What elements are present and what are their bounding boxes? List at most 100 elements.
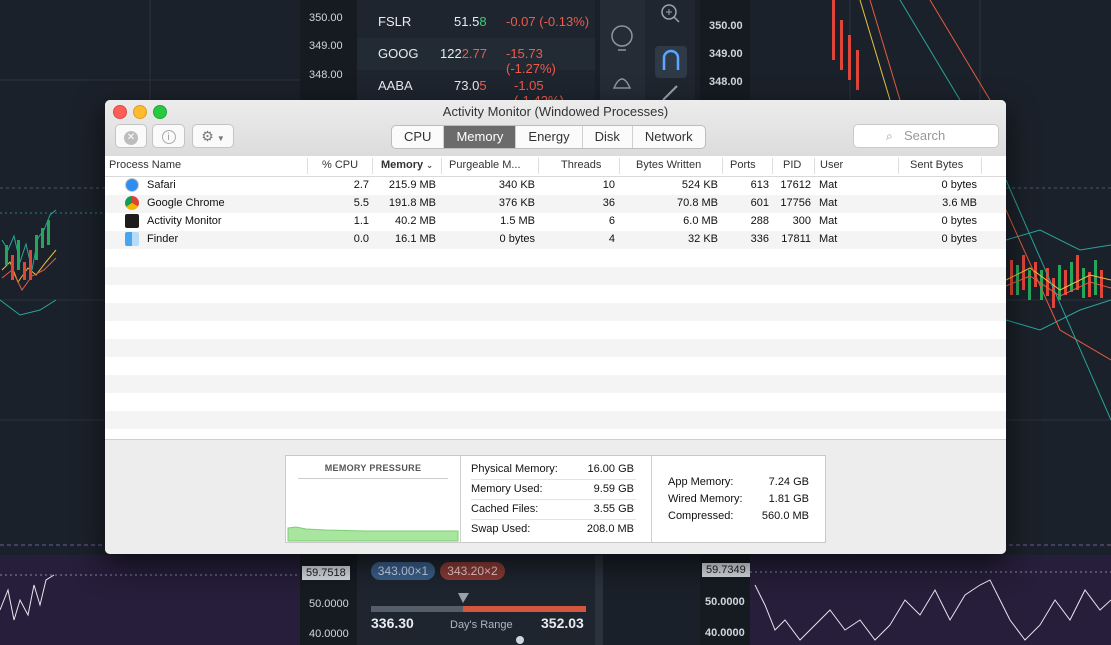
zoom-window-button[interactable] xyxy=(153,105,167,119)
lightbulb-icon[interactable] xyxy=(600,0,645,100)
right-price-348: 348.00 xyxy=(709,76,743,88)
empty-row xyxy=(105,249,1006,267)
column-memory-label: Memory xyxy=(381,159,424,171)
memory-pressure-label: MEMORY PRESSURE xyxy=(324,463,422,473)
safari-icon xyxy=(125,178,139,192)
cached-files-value: 3.55 GB xyxy=(593,503,634,515)
column-process-name[interactable]: Process Name xyxy=(109,159,182,171)
ticker-price-main: 122 xyxy=(440,46,462,61)
compressed-label: Compressed: xyxy=(668,510,734,522)
ticker-symbol: GOOG xyxy=(378,46,419,61)
search-field[interactable]: ⌕ Search xyxy=(853,124,999,148)
window-toolbar: Activity Monitor (Windowed Processes) ✕ … xyxy=(105,100,1006,157)
inspect-process-button[interactable]: i xyxy=(152,124,185,148)
column-threads[interactable]: Threads xyxy=(561,159,602,171)
tab-disk[interactable]: Disk xyxy=(583,126,633,148)
close-window-button[interactable] xyxy=(113,105,127,119)
process-ports: 336 xyxy=(750,233,769,245)
magnet-icon[interactable] xyxy=(655,46,687,78)
watchlist-row[interactable]: GOOG 1222.77 -15.73 (-1.27%) xyxy=(357,38,595,76)
ticker-price: 51.58 xyxy=(454,14,487,29)
chrome-icon xyxy=(125,196,139,210)
ticker-price: 1222.77 xyxy=(440,46,487,61)
process-name: Google Chrome xyxy=(147,197,225,209)
activity-monitor-window: Activity Monitor (Windowed Processes) ✕ … xyxy=(105,100,1006,554)
empty-row xyxy=(105,321,1006,339)
zoom-in-icon[interactable] xyxy=(661,4,680,23)
left-price-350: 350.00 xyxy=(309,12,343,24)
memory-used-value: 9.59 GB xyxy=(593,483,634,495)
process-sent-bytes: 0 bytes xyxy=(941,179,977,191)
process-name: Safari xyxy=(147,179,176,191)
tab-cpu[interactable]: CPU xyxy=(392,126,445,148)
process-memory: 215.9 MB xyxy=(388,179,436,191)
column-purgeable[interactable]: Purgeable M... xyxy=(449,159,521,171)
process-pid: 17811 xyxy=(781,233,811,245)
process-memory: 40.2 MB xyxy=(395,215,436,227)
empty-row xyxy=(105,339,1006,357)
watchlist-row[interactable]: AABA 73.05 -1.05 (-1.42%) xyxy=(357,70,595,108)
swap-used-value: 208.0 MB xyxy=(586,523,634,535)
ticker-symbol: AABA xyxy=(378,78,413,93)
process-purgeable: 376 KB xyxy=(498,197,535,209)
process-cpu: 5.5 xyxy=(353,197,369,209)
tab-network[interactable]: Network xyxy=(644,129,693,144)
process-name: Activity Monitor xyxy=(147,215,222,227)
process-threads: 4 xyxy=(608,233,615,245)
column-ports[interactable]: Ports xyxy=(730,159,756,171)
memory-pressure-box: MEMORY PRESSURE Physical Memory: 16.00 G… xyxy=(285,455,826,543)
process-memory: 16.1 MB xyxy=(395,233,436,245)
empty-row xyxy=(105,357,1006,375)
column-memory[interactable]: Memory ⌄ xyxy=(381,159,433,171)
process-user: Mat xyxy=(819,233,838,245)
process-sent-bytes: 0 bytes xyxy=(941,215,977,227)
process-name: Finder xyxy=(147,233,179,245)
left-price-348: 348.00 xyxy=(309,69,343,81)
quit-process-button[interactable]: ✕ xyxy=(115,124,147,148)
column-bytes-written[interactable]: Bytes Written xyxy=(636,159,702,171)
table-row[interactable]: Activity Monitor 1.1 40.2 MB 1.5 MB 6 6.… xyxy=(105,213,1006,231)
column-sent-bytes[interactable]: Sent Bytes xyxy=(910,159,964,171)
process-ports: 613 xyxy=(750,179,769,191)
physical-memory-label: Physical Memory: xyxy=(471,463,558,475)
left-lower-label: 59.7518 xyxy=(302,566,350,580)
action-menu-button[interactable]: ⚙ ▼ xyxy=(192,124,234,148)
wired-memory-value: 1.81 GB xyxy=(768,493,809,505)
table-row[interactable]: Safari 2.7 215.9 MB 340 KB 10 524 KB 613… xyxy=(105,177,1006,195)
table-row[interactable]: Finder 0.0 16.1 MB 0 bytes 4 32 KB 336 1… xyxy=(105,231,1006,249)
process-threads: 10 xyxy=(602,179,615,191)
process-ports: 288 xyxy=(750,215,769,227)
process-bytes-written: 6.0 MB xyxy=(683,215,718,227)
memory-summary-panel: MEMORY PRESSURE Physical Memory: 16.00 G… xyxy=(105,439,1006,554)
tab-energy[interactable]: Energy xyxy=(516,126,583,148)
tab-memory[interactable]: Memory xyxy=(444,126,517,148)
process-user: Mat xyxy=(819,179,838,191)
process-threads: 6 xyxy=(608,215,615,227)
pencil-icon[interactable] xyxy=(662,85,678,101)
left-price-349: 349.00 xyxy=(309,40,343,52)
physical-memory-value: 16.00 GB xyxy=(587,463,634,475)
process-table: Safari 2.7 215.9 MB 340 KB 10 524 KB 613… xyxy=(105,177,1006,439)
process-user: Mat xyxy=(819,197,838,209)
memory-breakdown-panel: App Memory: 7.24 GB Wired Memory: 1.81 G… xyxy=(652,456,825,542)
column-pid[interactable]: PID xyxy=(783,159,802,171)
column-cpu[interactable]: % CPU xyxy=(322,159,359,171)
process-bytes-written: 524 KB xyxy=(681,179,718,191)
ticker-price-main: 73.0 xyxy=(454,78,480,93)
app-memory-label: App Memory: xyxy=(668,476,734,488)
ask-badge: 343.20×2 xyxy=(440,562,505,580)
right-lower-label: 59.7349 xyxy=(702,563,750,577)
compressed-value: 560.0 MB xyxy=(761,510,809,522)
ticker-change: -0.07 (-0.13%) xyxy=(506,14,590,29)
table-row[interactable]: Google Chrome 5.5 191.8 MB 376 KB 36 70.… xyxy=(105,195,1006,213)
process-pid: 17612 xyxy=(780,179,811,191)
process-memory: 191.8 MB xyxy=(388,197,436,209)
column-user[interactable]: User xyxy=(820,159,844,171)
finder-icon xyxy=(125,232,139,246)
watchlist-row[interactable]: FSLR 51.58 -0.07 (-0.13%) xyxy=(357,6,595,38)
tab-bar: CPU Memory Energy Disk Network xyxy=(391,125,706,149)
range-label: Day's Range xyxy=(450,619,513,631)
process-ports: 601 xyxy=(750,197,769,209)
range-high: 352.03 xyxy=(541,615,584,631)
minimize-window-button[interactable] xyxy=(133,105,147,119)
